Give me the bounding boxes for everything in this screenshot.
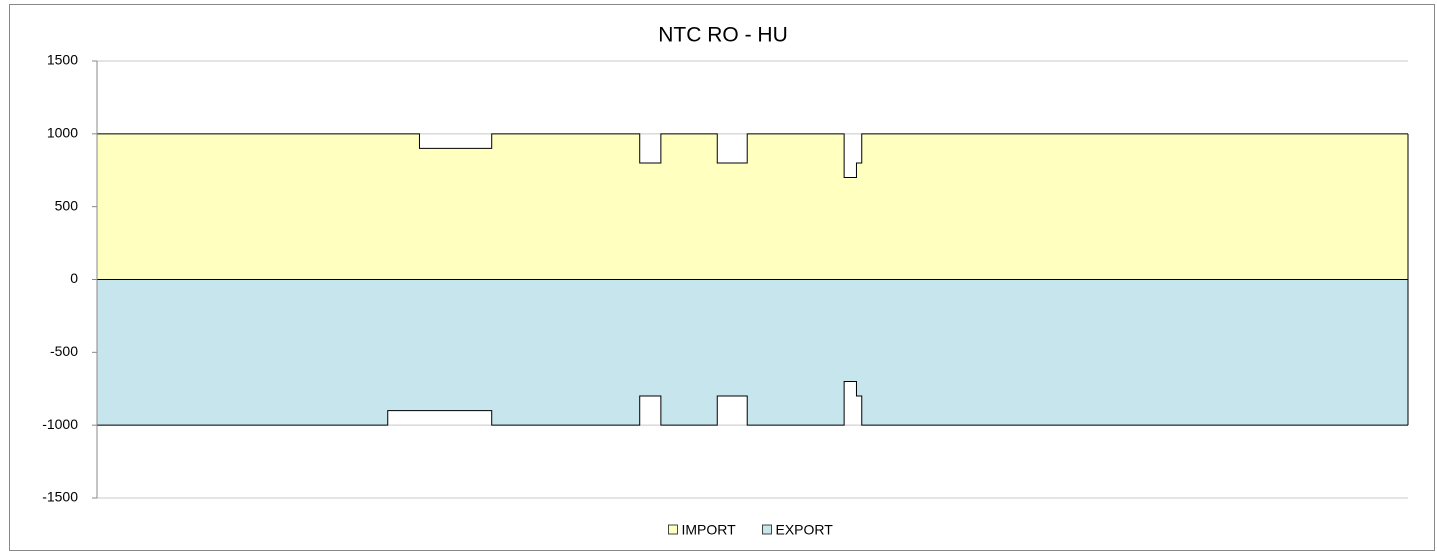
legend-label: EXPORT xyxy=(776,522,834,538)
y-tick-label: -1500 xyxy=(42,489,78,505)
y-tick-label: 0 xyxy=(70,270,78,286)
area-line xyxy=(97,133,1408,179)
area-line xyxy=(97,380,1408,426)
y-tick-label: 500 xyxy=(55,197,79,213)
area-fill xyxy=(97,279,1408,426)
legend-swatch xyxy=(762,524,772,535)
area-fill xyxy=(97,133,1408,280)
chart-title: NTC RO - HU xyxy=(658,24,788,47)
y-tick-label: -500 xyxy=(50,343,78,359)
y-tick-label: 1000 xyxy=(47,125,78,141)
y-tick-label: -1000 xyxy=(42,416,78,432)
y-tick-label: 1500 xyxy=(47,52,78,68)
legend-label: IMPORT xyxy=(682,522,737,538)
legend-swatch xyxy=(668,524,678,535)
